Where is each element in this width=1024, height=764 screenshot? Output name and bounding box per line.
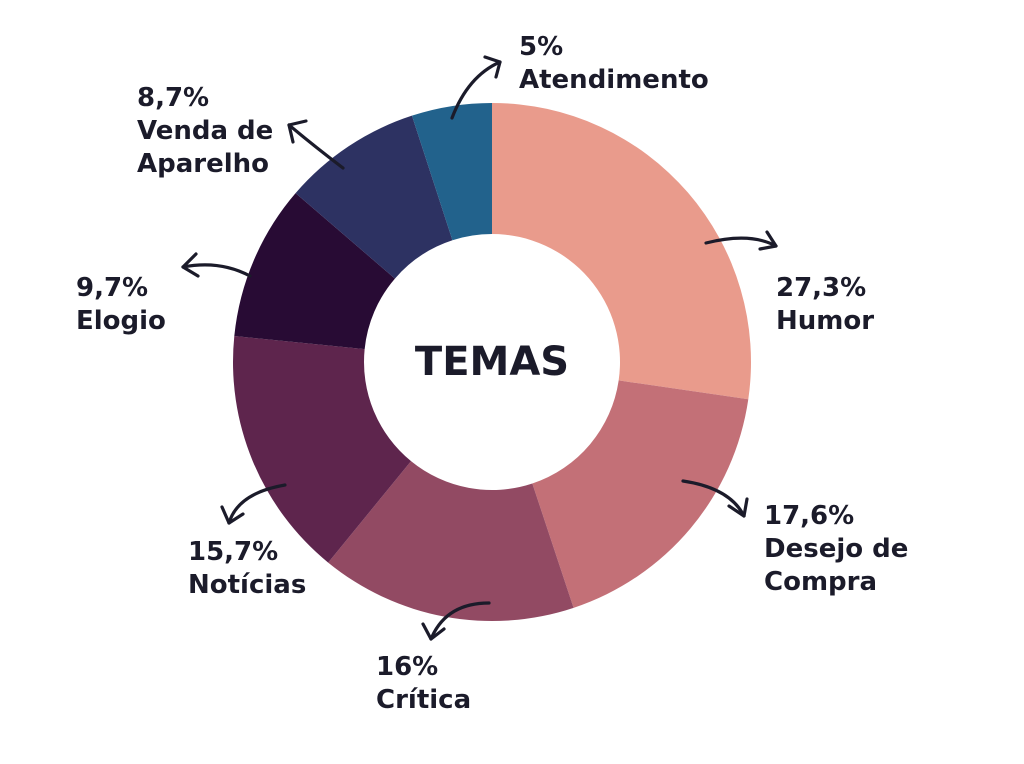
slice-name-label: Compra <box>764 567 877 597</box>
slice-name-label: Venda de <box>137 116 273 146</box>
slice-label: 8,7% Venda de Aparelho <box>137 83 273 179</box>
slice-label: 17,6% Desejo de Compra <box>764 501 908 597</box>
slice-name-label: Aparelho <box>137 149 269 179</box>
chart-title: TEMAS <box>415 339 569 385</box>
arrows-group <box>181 55 778 641</box>
arrow-icon <box>220 483 287 525</box>
slice-label: 16% Crítica <box>376 652 471 715</box>
slice-atendimento <box>411 103 492 241</box>
slice-label: 5% Atendimento <box>519 32 709 95</box>
arrow-icon <box>681 479 749 518</box>
slice-desejo-de-compra <box>532 380 749 608</box>
slice-value-label: 27,3% <box>776 273 866 303</box>
slice-notícias <box>232 336 412 563</box>
slice-value-label: 15,7% <box>188 537 278 567</box>
slice-value-label: 17,6% <box>764 501 854 531</box>
slices-group <box>232 103 751 621</box>
arrow-icon <box>421 601 491 641</box>
slice-value-label: 5% <box>519 32 563 62</box>
slice-value-label: 16% <box>376 652 438 682</box>
slice-label: 27,3% Humor <box>776 273 874 336</box>
slice-name-label: Crítica <box>376 685 471 715</box>
slice-name-label: Atendimento <box>519 65 709 95</box>
arrow-icon <box>181 252 252 278</box>
slice-value-label: 8,7% <box>137 83 209 113</box>
slice-name-label: Humor <box>776 306 874 336</box>
slice-crítica <box>328 461 574 621</box>
slice-name-label: Notícias <box>188 570 306 600</box>
arrow-icon <box>287 119 345 170</box>
slice-label: 9,7% Elogio <box>76 273 166 336</box>
slice-venda-de-aparelho <box>295 115 453 279</box>
slice-value-label: 9,7% <box>76 273 148 303</box>
slice-name-label: Elogio <box>76 306 166 336</box>
slice-label: 15,7% Notícias <box>188 537 306 600</box>
arrow-icon <box>704 230 778 251</box>
slice-humor <box>492 103 751 400</box>
slice-elogio <box>234 193 395 350</box>
slice-name-label: Desejo de <box>764 534 908 564</box>
labels-group: 27,3% Humor 17,6% Desejo de Compra 16% Crítica… <box>76 32 908 715</box>
arrow-icon <box>450 55 502 120</box>
